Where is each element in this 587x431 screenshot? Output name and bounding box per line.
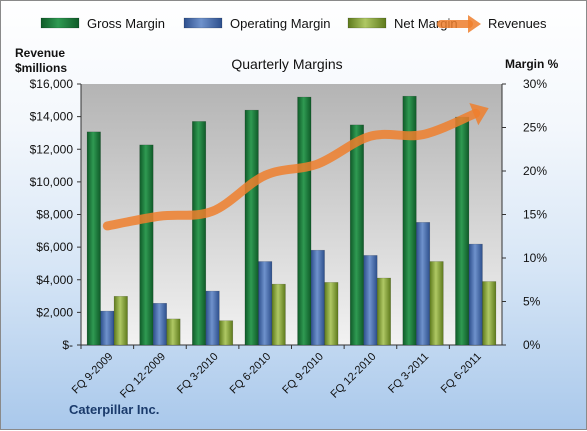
x-axis-category-label: FQ 6-2011 (439, 351, 484, 396)
right-axis-tick-label: 5% (523, 295, 541, 309)
right-axis-tick-label: 15% (523, 208, 547, 222)
net-margin-bar (482, 281, 496, 345)
operating-margin-bar (311, 250, 325, 345)
legend-gross-margin-swatch (41, 18, 79, 28)
operating-margin-bar (101, 311, 115, 345)
left-axis-title-line1: Revenue (15, 46, 65, 60)
x-axis-category-label: FQ 3-2010 (175, 351, 221, 397)
right-axis-tick-label: 0% (523, 338, 541, 352)
x-axis-category-label: FQ 3-2011 (386, 351, 431, 396)
gross-margin-bar (140, 145, 154, 345)
left-axis-title-line2: $millions (15, 61, 67, 75)
legend-revenues-arrowhead (468, 15, 481, 33)
operating-margin-bar (364, 255, 378, 345)
gross-margin-bar (245, 110, 259, 345)
net-margin-bar (272, 284, 286, 345)
x-axis-category-label: FQ 9-2009 (70, 351, 116, 397)
operating-margin-bar (416, 222, 430, 345)
right-axis-tick-label: 30% (523, 77, 547, 91)
left-axis-tick-label: $8,000 (36, 208, 73, 222)
x-axis-category-label: FQ 12-2009 (118, 351, 168, 401)
left-axis-tick-label: $10,000 (30, 175, 74, 189)
gross-margin-bar (192, 121, 206, 345)
legend-revenues-label: Revenues (488, 16, 547, 31)
legend-net-margin-swatch (348, 18, 386, 28)
operating-margin-bar (258, 261, 272, 345)
x-axis-category-label: FQ 6-2010 (228, 351, 274, 397)
net-margin-bar (325, 282, 339, 345)
gross-margin-bar (350, 125, 364, 345)
chart-title: Quarterly Margins (231, 56, 342, 72)
legend-operating-margin-swatch (184, 18, 222, 28)
x-axis-category-label: FQ 9-2010 (280, 351, 326, 397)
right-axis-title: Margin % (505, 57, 559, 71)
operating-margin-bar (206, 291, 220, 345)
net-margin-bar (114, 296, 128, 345)
right-axis-tick-label: 10% (523, 251, 547, 265)
gross-margin-bar (455, 117, 469, 345)
left-axis-tick-label: $16,000 (30, 77, 74, 91)
left-axis-tick-label: $2,000 (36, 305, 73, 319)
gross-margin-bar (298, 97, 312, 345)
net-margin-bar (377, 278, 391, 345)
right-axis-tick-label: 25% (523, 121, 547, 135)
left-axis-tick-label: $14,000 (30, 110, 74, 124)
company-name: Caterpillar Inc. (69, 402, 159, 417)
gross-margin-bar (87, 132, 101, 345)
right-axis-tick-label: 20% (523, 164, 547, 178)
legend-gross-margin-label: Gross Margin (87, 16, 165, 31)
operating-margin-bar (153, 303, 167, 345)
net-margin-bar (219, 321, 233, 345)
operating-margin-bar (469, 244, 483, 345)
legend-operating-margin-label: Operating Margin (230, 16, 330, 31)
left-axis-tick-label: $6,000 (36, 240, 73, 254)
x-axis-category-label: FQ 12-2010 (329, 351, 379, 401)
left-axis-tick-label: $12,000 (30, 142, 74, 156)
left-axis-tick-label: $- (62, 338, 73, 352)
left-axis-tick-label: $4,000 (36, 273, 73, 287)
net-margin-bar (167, 319, 181, 345)
net-margin-bar (430, 261, 444, 345)
